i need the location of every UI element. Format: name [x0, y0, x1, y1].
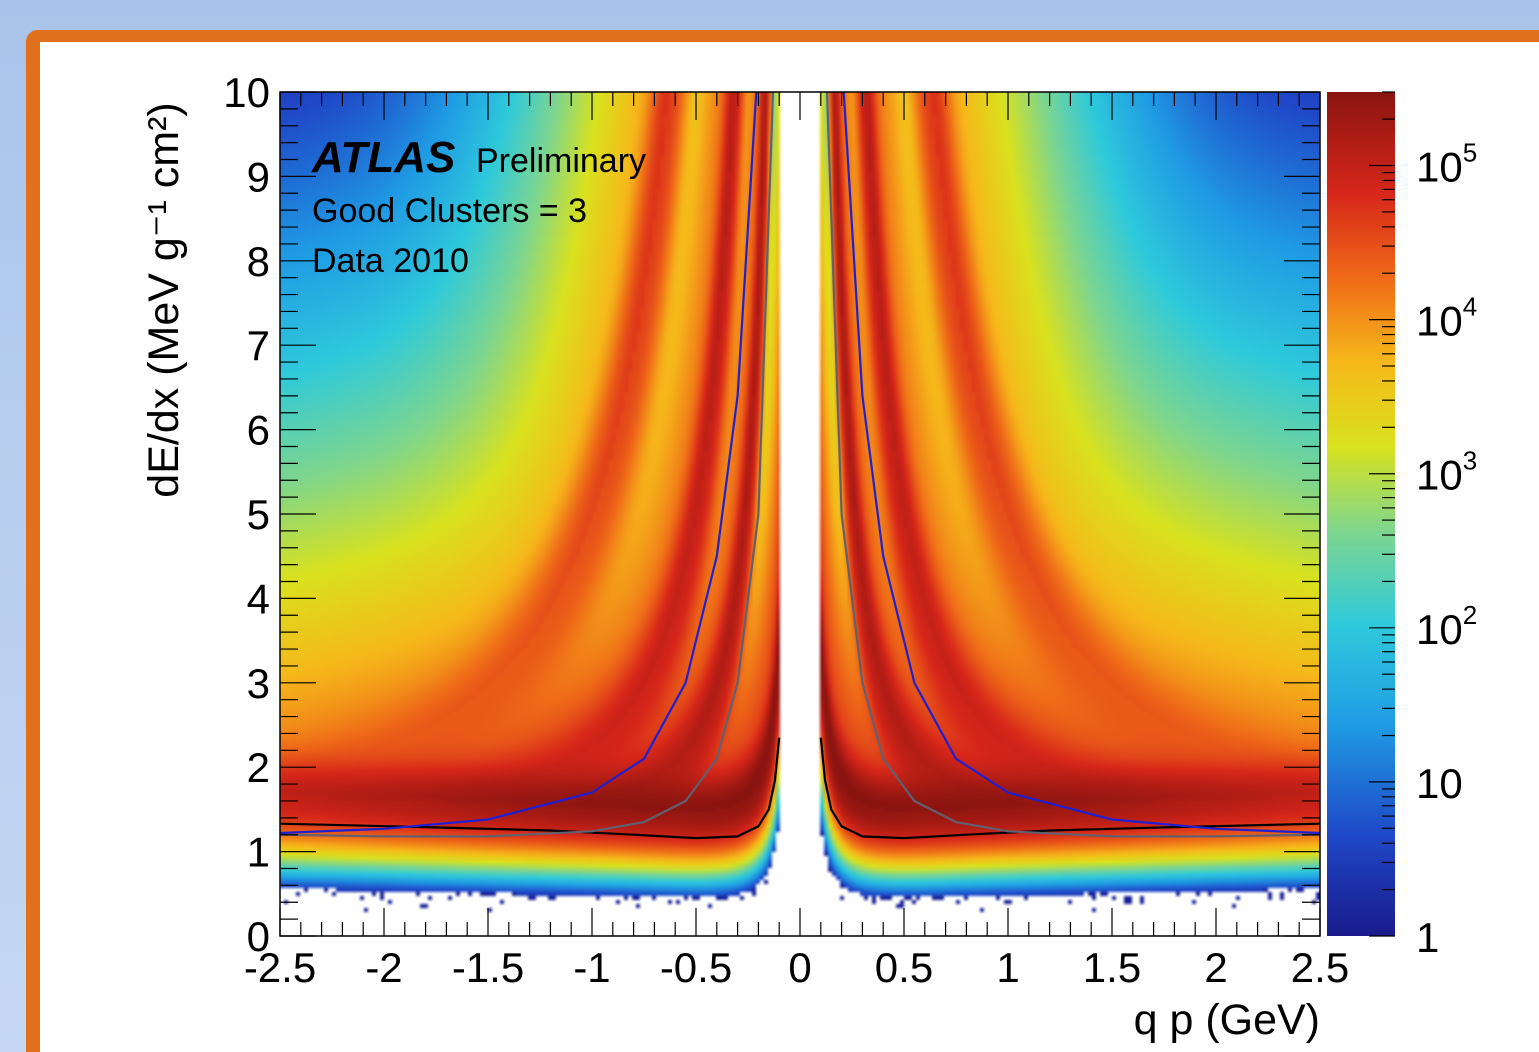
x-tick-label: 1: [996, 944, 1019, 991]
dataset-label: Data 2010: [312, 242, 469, 280]
x-tick-label: -1: [573, 944, 610, 991]
y-tick-label: 6: [247, 407, 270, 454]
x-tick-label: -0.5: [660, 944, 732, 991]
color-scale-tick-label: 10: [1416, 760, 1463, 807]
fit-curve-pion-negative: [279, 737, 781, 840]
atlas-label: ATLAS: [311, 133, 455, 182]
color-scale-tick-label: 103: [1416, 446, 1477, 499]
y-tick-label: 2: [247, 744, 270, 791]
color-scale-tick-label: 1: [1416, 914, 1439, 961]
y-tick-label: 9: [247, 153, 270, 200]
x-tick-label: 2.5: [1291, 944, 1349, 991]
color-scale-tick-label: 102: [1416, 600, 1477, 653]
preliminary-label: Preliminary: [476, 142, 646, 180]
color-scale-ticks: 1 10 102 103 104 105: [1369, 91, 1477, 961]
selection-label: Good Clusters = 3: [312, 192, 587, 230]
y-tick-label: 1: [247, 829, 270, 876]
y-axis: 0 1 2 3 4 5 6 7 8 9 10: [223, 69, 1320, 960]
x-tick-label: -2.5: [244, 944, 316, 991]
y-tick-label: 7: [247, 322, 270, 369]
color-scale-tick-label: 105: [1416, 138, 1477, 191]
y-tick-label: 0: [247, 913, 270, 960]
fit-curve-proton-positive: [842, 91, 1321, 835]
x-tick-label: 0.5: [875, 944, 933, 991]
color-scale: 1 10 102 103 104 105: [1327, 91, 1477, 961]
fit-curve-proton-negative: [279, 91, 758, 835]
x-tick-label: 2: [1204, 944, 1227, 991]
y-tick-label: 3: [247, 660, 270, 707]
x-tick-label: -1.5: [452, 944, 524, 991]
y-tick-label: 4: [247, 575, 270, 622]
fit-curves: [279, 91, 1321, 840]
y-tick-label: 10: [223, 69, 270, 116]
heatmap-image: [280, 92, 1320, 936]
color-scale-tick-label: 104: [1416, 292, 1477, 345]
fit-curve-kaon-positive: [825, 91, 1321, 838]
x-axis: -2.5 -2 -1.5 -1 -0.5 0 0.5 1 1.5 2 2.5: [244, 92, 1349, 991]
x-axis-label: q p (GeV): [1134, 996, 1320, 1044]
y-axis-label: dE/dx (MeV g⁻¹ cm²): [140, 102, 188, 497]
fit-curve-kaon-negative: [279, 91, 775, 838]
x-tick-label: 0: [788, 944, 811, 991]
x-tick-label: 1.5: [1083, 944, 1141, 991]
y-tick-label: 5: [247, 491, 270, 538]
fit-curve-pion-positive: [819, 737, 1321, 840]
color-scale-bar: [1327, 92, 1395, 936]
x-tick-label: -2: [365, 944, 402, 991]
y-tick-label: 8: [247, 238, 270, 285]
